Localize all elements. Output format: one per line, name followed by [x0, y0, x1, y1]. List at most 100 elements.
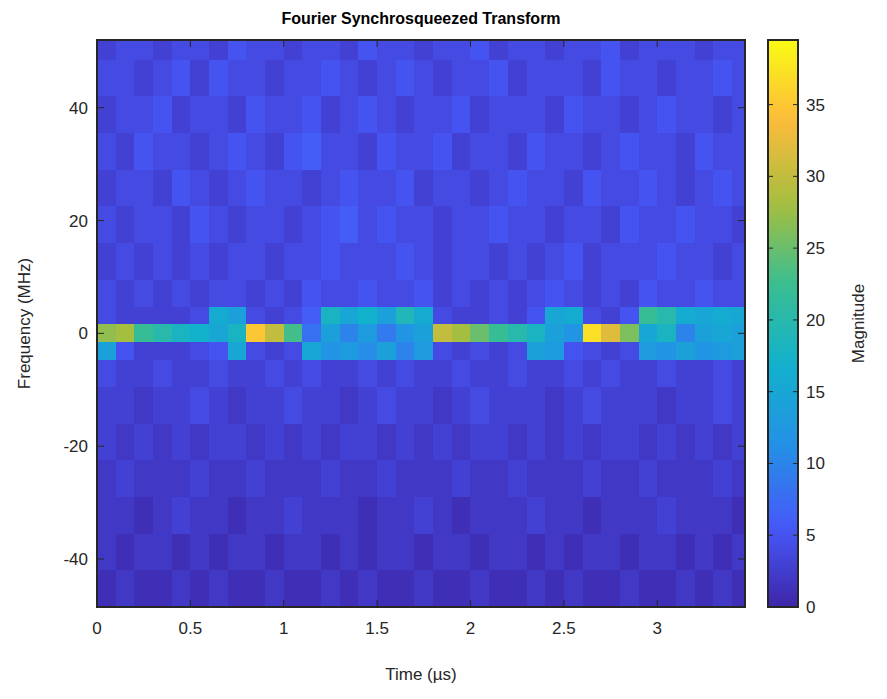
cell	[732, 243, 745, 280]
colorbar-tick	[768, 248, 773, 249]
colorbar-tick	[768, 104, 773, 105]
cell	[97, 497, 116, 534]
cell	[433, 40, 452, 60]
cell	[639, 280, 658, 307]
cell	[713, 324, 732, 342]
cell	[340, 96, 359, 133]
cell	[172, 424, 191, 461]
cell	[695, 570, 714, 607]
cell	[284, 497, 303, 534]
cell	[601, 243, 620, 280]
cell	[265, 133, 284, 170]
cell	[713, 170, 732, 207]
cell	[583, 206, 602, 243]
cell	[695, 307, 714, 324]
x-tick-label: 2.5	[552, 619, 576, 638]
cell	[134, 280, 153, 307]
y-axis-title: Frequency (MHz)	[15, 258, 34, 389]
cell	[545, 360, 564, 387]
cell	[340, 342, 359, 359]
cell	[620, 324, 639, 342]
cell	[452, 424, 471, 461]
cell	[620, 40, 639, 60]
cell	[340, 40, 359, 60]
cell	[639, 170, 658, 207]
cell	[564, 360, 583, 387]
cell	[358, 460, 377, 497]
cell	[321, 534, 340, 571]
cell	[116, 360, 135, 387]
cell	[228, 497, 247, 534]
cell	[246, 497, 265, 534]
cell	[713, 497, 732, 534]
cell	[265, 307, 284, 324]
cell	[583, 324, 602, 342]
cell	[676, 280, 695, 307]
cell	[377, 40, 396, 60]
cell	[414, 206, 433, 243]
cell	[246, 424, 265, 461]
cell	[489, 60, 508, 97]
cell	[433, 243, 452, 280]
cell	[97, 133, 116, 170]
x-tick	[97, 40, 98, 47]
cell	[209, 206, 228, 243]
y-tick	[97, 559, 104, 560]
cell	[583, 534, 602, 571]
cell	[134, 133, 153, 170]
cell	[284, 60, 303, 97]
cell	[377, 243, 396, 280]
cell	[153, 40, 172, 60]
cell	[377, 534, 396, 571]
cell	[695, 206, 714, 243]
cell	[583, 60, 602, 97]
cell	[564, 206, 583, 243]
cell	[470, 40, 489, 60]
cell	[284, 570, 303, 607]
cell	[620, 170, 639, 207]
cell	[377, 133, 396, 170]
cell	[639, 460, 658, 497]
cell	[358, 307, 377, 324]
cell	[433, 133, 452, 170]
cell	[452, 96, 471, 133]
cell	[713, 206, 732, 243]
cell	[564, 342, 583, 359]
cell	[396, 360, 415, 387]
cell	[508, 342, 527, 359]
x-tick	[657, 600, 658, 607]
cell	[377, 324, 396, 342]
cell	[527, 497, 546, 534]
cell	[713, 96, 732, 133]
cell	[470, 342, 489, 359]
x-tick	[470, 600, 471, 607]
cell	[228, 60, 247, 97]
cell	[246, 280, 265, 307]
cell	[209, 387, 228, 424]
cell	[639, 133, 658, 170]
colorbar-tick	[793, 391, 798, 392]
colorbar-tick-label: 35	[806, 96, 825, 115]
cell	[564, 243, 583, 280]
cell	[246, 60, 265, 97]
cell	[657, 170, 676, 207]
cell	[246, 570, 265, 607]
cell	[470, 324, 489, 342]
cell	[172, 534, 191, 571]
cell	[265, 170, 284, 207]
x-tick	[283, 40, 284, 47]
cell	[246, 206, 265, 243]
cell	[527, 387, 546, 424]
cell	[246, 387, 265, 424]
cell	[583, 133, 602, 170]
cell	[265, 497, 284, 534]
colorbar-tick	[793, 607, 798, 608]
cell	[527, 307, 546, 324]
cell	[489, 424, 508, 461]
cell	[265, 243, 284, 280]
cell	[452, 324, 471, 342]
cell	[489, 324, 508, 342]
cell	[97, 534, 116, 571]
cell	[545, 170, 564, 207]
cell	[302, 324, 321, 342]
